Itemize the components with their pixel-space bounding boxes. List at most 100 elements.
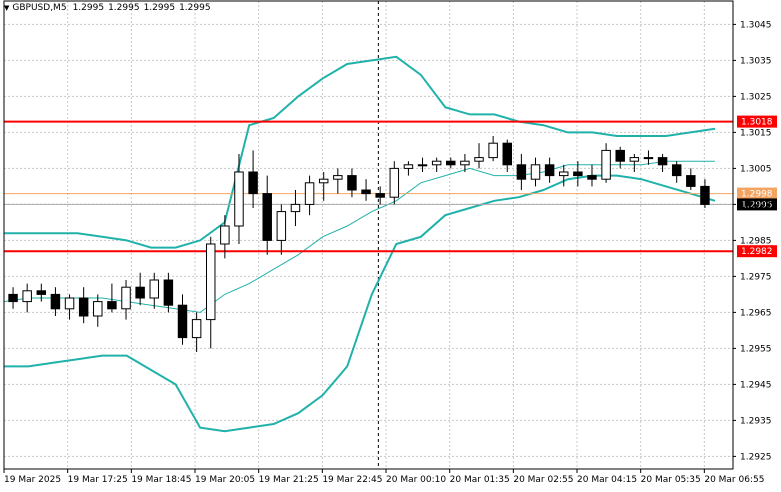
- candle: [629, 154, 640, 172]
- x-tick-label: 20 Mar 05:35: [641, 475, 701, 485]
- candle: [107, 283, 117, 313]
- y-tick-label: 1.2975: [740, 272, 772, 282]
- candle-body-bear: [657, 157, 668, 166]
- candle-body-bull: [601, 149, 611, 180]
- candle-body-bull: [643, 157, 654, 160]
- candle: [431, 157, 442, 172]
- candle: [375, 186, 385, 205]
- candle-body-bull: [191, 319, 202, 339]
- candle-body-bear: [163, 279, 174, 306]
- y-tick-label: 1.2955: [740, 344, 772, 354]
- candle-body-bear: [671, 164, 682, 177]
- open-value: 1.2995: [72, 3, 105, 13]
- candle-body-bear: [8, 293, 18, 303]
- candle: [304, 175, 315, 216]
- candles: [8, 136, 710, 352]
- candle-body-bull: [290, 203, 301, 213]
- candle-body-bear: [502, 142, 512, 166]
- candle: [544, 157, 555, 183]
- x-tick-label: 19 Mar 20:05: [195, 475, 255, 485]
- candle-body-bear: [50, 293, 61, 310]
- y-tick-label: 1.3005: [740, 164, 772, 174]
- y-tick-label: 1.3025: [740, 92, 772, 102]
- candle: [50, 287, 61, 316]
- candle: [135, 272, 145, 306]
- candle-body-bear: [361, 189, 371, 195]
- y-tick-label: 1.3035: [740, 56, 772, 66]
- candle-body-bear: [262, 193, 272, 241]
- candle-body-bear: [177, 304, 188, 339]
- candle-body-bull: [276, 211, 287, 241]
- candle: [686, 168, 696, 190]
- candle: [488, 136, 498, 162]
- candle-body-bear: [615, 149, 625, 162]
- x-tick-label: 19 Mar 2025: [4, 475, 61, 485]
- candle-body-bull: [149, 279, 159, 299]
- candle: [93, 294, 103, 327]
- candle: [700, 179, 710, 208]
- bollinger-upper-line: [4, 55, 716, 249]
- candle-body-bear: [573, 171, 583, 177]
- candle-body-bull: [22, 290, 32, 303]
- candle: [78, 287, 89, 324]
- candle: [64, 294, 75, 320]
- candle: [516, 154, 527, 190]
- candle: [191, 312, 202, 352]
- candle-body-bull: [304, 182, 315, 205]
- candle-body-bull: [488, 142, 498, 159]
- candle-body-bull: [530, 164, 541, 180]
- candle-body-bear: [36, 290, 47, 295]
- candle-body-bear: [248, 171, 258, 195]
- candle-body-bull: [417, 164, 428, 167]
- candle-body-bull: [318, 178, 329, 184]
- candle-body-bear: [686, 175, 696, 187]
- candle: [234, 154, 244, 244]
- candle: [333, 168, 343, 194]
- price-label-text: 1.2995: [741, 200, 773, 210]
- x-tick-label: 19 Mar 17:25: [68, 475, 128, 485]
- candle: [36, 283, 47, 302]
- y-tick-label: 1.2925: [740, 452, 772, 462]
- candle-body-bull: [64, 297, 75, 310]
- candle: [361, 179, 371, 201]
- candle: [248, 150, 258, 208]
- candle-body-bear: [78, 297, 89, 317]
- candle: [460, 154, 470, 172]
- price-label-box: [737, 198, 777, 211]
- candle-body-bear: [516, 164, 527, 180]
- candle-body-bull: [93, 301, 103, 317]
- price-label-text: 1.2998: [741, 190, 773, 200]
- candle: [657, 154, 668, 172]
- candle-body-bear: [347, 175, 357, 191]
- candle: [262, 175, 272, 255]
- high-value: 1.2995: [108, 3, 140, 13]
- x-tick-label: 19 Mar 22:45: [322, 475, 382, 485]
- x-tick-label: 20 Mar 00:10: [386, 475, 446, 485]
- candle: [559, 164, 569, 187]
- y-tick-label: 1.2995: [740, 200, 772, 210]
- plot-border: [3, 0, 734, 470]
- candle: [163, 272, 174, 313]
- candle-body-bull: [234, 171, 244, 227]
- candle: [220, 215, 230, 259]
- candle: [347, 168, 357, 198]
- candle-body-bull: [121, 286, 131, 310]
- candle: [502, 139, 512, 172]
- candle: [643, 150, 654, 165]
- candle: [276, 204, 287, 255]
- candle: [587, 164, 597, 187]
- candle-body-bull: [206, 243, 216, 321]
- candle: [290, 190, 301, 226]
- candle: [530, 157, 541, 187]
- candle-body-bear: [700, 185, 710, 205]
- candle: [615, 146, 625, 169]
- collapse-triangle-icon[interactable]: ▼: [4, 4, 10, 12]
- candle: [474, 143, 484, 169]
- y-tick-label: 1.2965: [740, 308, 772, 318]
- level-label-box: [737, 115, 777, 128]
- candle: [446, 157, 456, 169]
